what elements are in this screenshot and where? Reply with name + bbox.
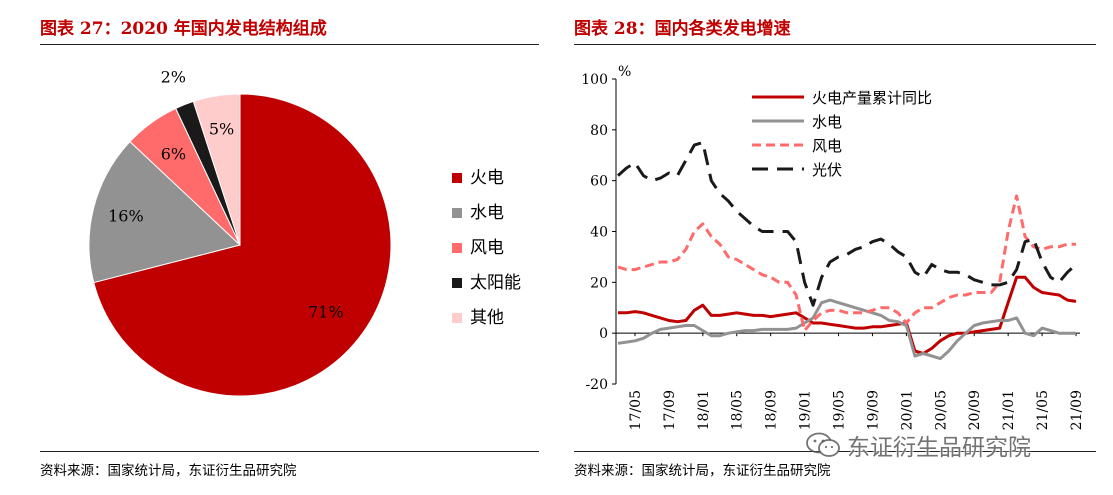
pie-legend-swatch-0	[452, 173, 462, 183]
pie-legend-label-2: 风电	[470, 238, 504, 258]
line-legend-label-0: 火电产量累计同比	[812, 89, 932, 107]
pie-legend-swatch-2	[452, 243, 462, 253]
x-tick-label-11: 21/01	[1001, 390, 1017, 430]
wechat-icon	[806, 432, 840, 457]
pie-legend-label-3: 太阳能	[470, 273, 521, 293]
left-source-divider	[40, 451, 539, 452]
pie-label-4: 5%	[209, 120, 234, 139]
pie-legend-label-4: 其他	[470, 308, 504, 328]
x-tick-label-7: 19/09	[865, 390, 881, 430]
y-tick-label-3: 40	[590, 225, 608, 241]
right-title-divider	[574, 44, 1096, 45]
series-line-2	[617, 194, 1076, 333]
x-tick-label-12: 21/05	[1035, 390, 1051, 430]
left-title-divider	[40, 44, 539, 45]
x-tick-label-6: 19/05	[832, 390, 848, 430]
x-tick-label-13: 21/09	[1069, 390, 1085, 430]
line-chart: -20 0 20 40 60 80 100 % 17/05 17/09 18/01 18/05 18/0…	[581, 64, 1085, 430]
pie-legend-label-0: 火电	[470, 168, 504, 188]
y-tick-label-0: -20	[585, 377, 608, 393]
y-unit-label: %	[618, 64, 631, 80]
line-legend-label-2: 风电	[812, 137, 842, 155]
pie-label-0: 71%	[308, 303, 344, 322]
pie-label-1: 16%	[108, 207, 144, 226]
pie-label-2: 6%	[161, 144, 186, 163]
series-line-0	[618, 275, 1077, 355]
pie-legend-label-1: 水电	[470, 203, 504, 223]
pie-slice-0	[93, 93, 392, 397]
pie-legend-swatch-4	[452, 313, 462, 323]
x-tick-label-0: 17/05	[628, 390, 644, 430]
y-tick-label-6: 100	[581, 72, 608, 88]
pie-label-3: 2%	[161, 68, 186, 87]
series-line-3	[617, 141, 1078, 307]
right-source-note: 资料来源：国家统计局，东证衍生品研究院	[574, 463, 831, 479]
x-tick-label-8: 20/01	[899, 390, 915, 430]
pie-slice-1	[88, 140, 242, 284]
right-chart-title: 图表 28：国内各类发电增速	[574, 19, 791, 39]
y-tick-label-1: 0	[599, 326, 608, 342]
y-tick-label-2: 20	[590, 275, 608, 291]
x-tick-label-5: 19/01	[798, 390, 814, 430]
left-source-note: 资料来源：国家统计局，东证衍生品研究院	[40, 463, 297, 479]
line-legend-label-3: 光伏	[812, 161, 842, 179]
x-tick-label-9: 20/05	[933, 390, 949, 430]
watermark-text: 东证衍生品研究院	[847, 435, 1031, 461]
series-line-1	[617, 298, 1076, 361]
x-tick-label-1: 17/09	[662, 390, 678, 430]
line-legend-label-1: 水电	[812, 113, 842, 131]
x-tick-label-10: 20/09	[967, 390, 983, 430]
x-tick-label-3: 18/05	[730, 390, 746, 430]
pie-slice-4	[192, 93, 241, 246]
pie-legend-swatch-1	[452, 208, 462, 218]
watermark: 东证衍生品研究院	[805, 428, 1031, 462]
y-tick-label-4: 60	[590, 174, 608, 190]
x-tick-label-2: 18/01	[696, 390, 712, 430]
pie-legend-swatch-3	[452, 278, 462, 288]
x-tick-label-4: 18/09	[764, 390, 780, 430]
y-tick-label-5: 80	[590, 123, 608, 139]
left-chart-title: 图表 27：2020 年国内发电结构组成	[40, 19, 327, 39]
